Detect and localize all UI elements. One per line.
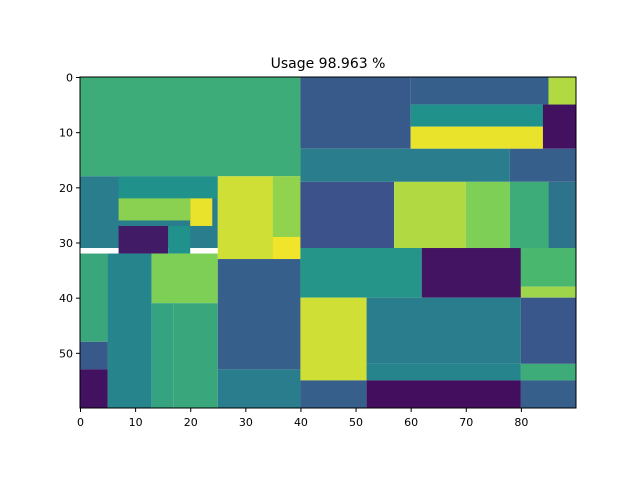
y-tick-label-10: 10: [59, 127, 73, 140]
heatmap-cell-9: [272, 236, 301, 260]
heatmap-cell-5: [118, 225, 169, 254]
heatmap-cell-39: [366, 363, 521, 381]
heatmap-cell-3: [118, 198, 191, 221]
heatmap-cell-35: [520, 286, 576, 298]
x-tick-label-50: 50: [349, 416, 363, 429]
chart-title: Usage 98.963 %: [271, 56, 386, 72]
heatmap-cell-36: [300, 297, 367, 381]
heatmap-cell-6: [168, 225, 191, 254]
heatmap-cell-11: [107, 253, 152, 408]
heatmap-cell-4: [190, 198, 213, 226]
x-tick-label-40: 40: [294, 416, 308, 429]
heatmap-cell-28: [394, 181, 466, 249]
heatmap-cell-41: [366, 380, 521, 408]
x-tick-label-30: 30: [239, 416, 253, 429]
heatmap-cell-21: [548, 77, 576, 105]
heatmap-cell-19: [300, 77, 411, 149]
heatmap-cell-40: [520, 363, 576, 381]
heatmap-cell-15: [80, 341, 108, 370]
heatmap-cell-31: [548, 181, 576, 249]
heatmap-cell-0: [80, 77, 301, 177]
y-tick-label-30: 30: [59, 237, 73, 250]
heatmap-cell-29: [465, 181, 510, 249]
y-axis: 0 10 20 30 40 50: [59, 72, 80, 360]
x-tick-label-60: 60: [404, 416, 418, 429]
heatmap-cell-38: [520, 297, 576, 364]
heatmap-cells: [80, 77, 576, 408]
x-axis: 0 10 20 30 40 50 60 70 80: [77, 408, 528, 429]
heatmap-cell-26: [509, 148, 576, 182]
heatmap-cell-25: [300, 148, 510, 182]
y-tick-label-50: 50: [59, 347, 73, 360]
heatmap-cell-17: [217, 259, 301, 370]
heatmap-cell-37: [366, 297, 521, 364]
heatmap-cell-2: [118, 176, 218, 199]
y-tick-label-0: 0: [66, 72, 73, 85]
heatmap-cell-33: [421, 248, 521, 298]
heatmap-cell-22: [410, 104, 576, 127]
x-tick-label-10: 10: [129, 416, 143, 429]
heatmap-cell-23: [410, 126, 543, 149]
x-tick-label-80: 80: [514, 416, 528, 429]
heatmap-cell-12: [151, 253, 218, 304]
y-tick-label-20: 20: [59, 182, 73, 195]
x-tick-label-0: 0: [77, 416, 84, 429]
heatmap-cell-34: [520, 248, 576, 287]
heatmap-cell-10: [80, 253, 108, 342]
heatmap-cell-43: [520, 380, 576, 408]
heatmap-cell-42: [300, 380, 367, 408]
heatmap-cell-30: [509, 181, 549, 249]
heatmap-cell-13: [151, 303, 174, 408]
heatmap-cell-32: [300, 248, 422, 298]
y-tick-label-40: 40: [59, 292, 73, 305]
heatmap-cell-24: [542, 104, 576, 149]
heatmap-cell-16: [80, 369, 108, 408]
heatmap-cell-14: [173, 303, 218, 408]
heatmap-cell-8: [272, 176, 301, 237]
x-tick-label-70: 70: [459, 416, 473, 429]
heatmap-cell-27: [300, 181, 395, 249]
heatmap-cell-18: [217, 369, 301, 408]
x-tick-label-20: 20: [184, 416, 198, 429]
